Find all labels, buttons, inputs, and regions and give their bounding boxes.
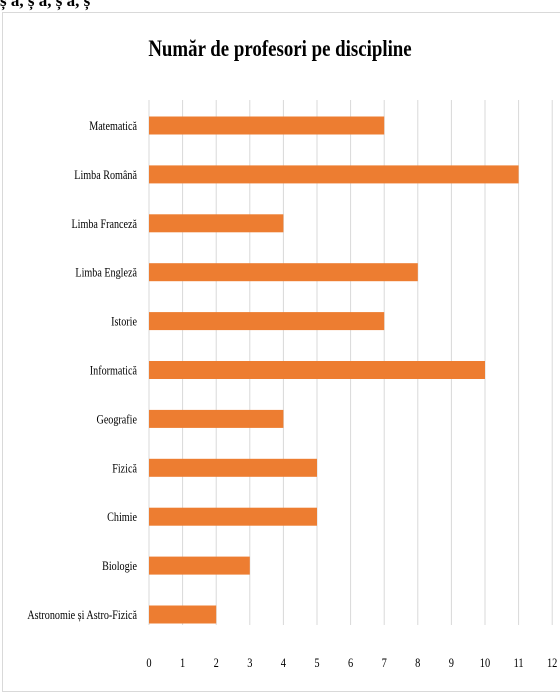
x-tick-label: 12 bbox=[547, 656, 557, 670]
bar bbox=[149, 165, 519, 184]
category-label: Biologie bbox=[102, 559, 137, 573]
x-tick-label: 11 bbox=[514, 656, 524, 670]
category-labels: Matematică Limba Română Limba Franceză Limb… bbox=[27, 119, 137, 622]
category-label: Informatică bbox=[90, 363, 137, 377]
x-tick-label: 0 bbox=[146, 656, 151, 670]
category-label: Chimie bbox=[107, 510, 137, 524]
bar bbox=[149, 605, 217, 624]
x-tick-label: 2 bbox=[214, 656, 219, 670]
bar bbox=[149, 263, 418, 282]
bars bbox=[149, 116, 519, 624]
partial-header-text: ș ǎ, ș ǎ, ș ǎ, ș bbox=[0, 0, 91, 10]
x-tick-label: 1 bbox=[180, 656, 185, 670]
x-tick-label: 10 bbox=[480, 656, 490, 670]
category-label: Limba Franceză bbox=[71, 217, 137, 231]
x-tick-label: 6 bbox=[348, 656, 353, 670]
bar bbox=[149, 507, 317, 526]
x-tick-label: 9 bbox=[449, 656, 454, 670]
x-tick-label: 5 bbox=[314, 656, 319, 670]
bar bbox=[149, 409, 284, 428]
category-label: Fizică bbox=[112, 461, 137, 475]
x-tick-label: 7 bbox=[382, 656, 387, 670]
category-label: Astronomie și Astro-Fizică bbox=[27, 608, 137, 622]
category-label: Limba Engleză bbox=[75, 266, 137, 280]
x-axis-tick-labels: 0 1 2 3 4 5 6 7 8 9 10 11 12 bbox=[146, 656, 557, 670]
category-label: Limba Română bbox=[74, 168, 137, 182]
x-tick-label: 8 bbox=[415, 656, 420, 670]
bar bbox=[149, 214, 284, 233]
category-label: Geografie bbox=[97, 412, 137, 426]
bar bbox=[149, 361, 485, 379]
chart-title: Număr de profesori pe discipline bbox=[148, 36, 412, 61]
category-label: Istorie bbox=[111, 314, 137, 328]
x-tick-label: 4 bbox=[281, 656, 286, 670]
bar bbox=[149, 116, 385, 135]
category-label: Matematică bbox=[89, 119, 137, 133]
x-tick-label: 3 bbox=[247, 656, 252, 670]
bar bbox=[149, 556, 250, 575]
bar bbox=[149, 458, 317, 477]
bar bbox=[149, 312, 385, 331]
